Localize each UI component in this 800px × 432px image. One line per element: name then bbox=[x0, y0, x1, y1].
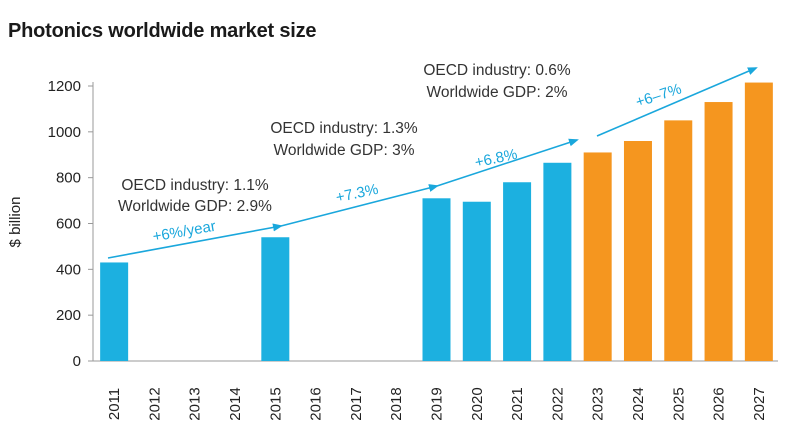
y-tick-label: 0 bbox=[73, 353, 81, 370]
growth-arrow-3 bbox=[436, 138, 579, 187]
bar-2019 bbox=[422, 198, 451, 361]
bar-2011 bbox=[100, 262, 129, 361]
x-tick-label: 2024 bbox=[630, 387, 647, 420]
y-tick-label: 200 bbox=[56, 307, 81, 324]
bar-2023 bbox=[583, 152, 612, 361]
y-tick-label: 1200 bbox=[48, 78, 81, 95]
note-2-line-1: OECD industry: 1.3% bbox=[270, 120, 418, 137]
y-tick-label: 800 bbox=[56, 170, 81, 187]
y-axis-label: $ billion bbox=[7, 197, 24, 248]
note-3-line-1: OECD industry: 0.6% bbox=[423, 62, 571, 79]
note-1-line-1: OECD industry: 1.1% bbox=[121, 177, 269, 194]
x-tick-label: 2023 bbox=[590, 387, 607, 420]
growth-arrow-1 bbox=[107, 223, 283, 259]
growth-label-1: +6%/year bbox=[151, 218, 217, 246]
bar-2021 bbox=[503, 182, 532, 361]
x-tick-label: 2021 bbox=[509, 387, 526, 420]
bar-2015 bbox=[261, 237, 290, 361]
x-tick-label: 2019 bbox=[429, 387, 446, 420]
bar-2022 bbox=[543, 162, 572, 361]
growth-arrows bbox=[107, 67, 758, 259]
x-tick-label: 2020 bbox=[469, 387, 486, 420]
bar-2026 bbox=[704, 102, 733, 362]
growth-label-3: +6.8% bbox=[473, 146, 519, 172]
bar-2025 bbox=[664, 120, 693, 361]
y-tick-label: 600 bbox=[56, 216, 81, 233]
x-tick-label: 2026 bbox=[711, 387, 728, 420]
x-tick-label: 2014 bbox=[227, 387, 244, 420]
annotation-notes: OECD industry: 1.1% Worldwide GDP: 2.9% … bbox=[118, 62, 571, 215]
x-tick-label: 2025 bbox=[670, 387, 687, 420]
y-ticks: 0 200 400 600 800 1000 1200 bbox=[48, 78, 93, 370]
y-tick-label: 400 bbox=[56, 261, 81, 278]
x-tick-label: 2022 bbox=[549, 387, 566, 420]
growth-arrow-2 bbox=[280, 184, 439, 227]
x-tick-label: 2012 bbox=[146, 387, 163, 420]
y-tick-label: 1000 bbox=[48, 124, 81, 141]
x-ticks: 2011 2012 2013 2014 2015 2016 2017 2018 2019 2020… bbox=[106, 387, 768, 420]
x-tick-label: 2013 bbox=[187, 387, 204, 420]
x-tick-label: 2016 bbox=[308, 387, 325, 420]
bars bbox=[100, 82, 773, 362]
growth-label-4: +6–7% bbox=[634, 80, 684, 111]
x-tick-label: 2018 bbox=[388, 387, 405, 420]
x-tick-label: 2027 bbox=[751, 387, 768, 420]
bar-2024 bbox=[623, 141, 652, 361]
x-tick-label: 2011 bbox=[106, 388, 123, 420]
bar-2027 bbox=[744, 82, 773, 361]
x-tick-label: 2015 bbox=[267, 387, 284, 420]
growth-arrow-4 bbox=[596, 67, 758, 137]
note-3-line-2: Worldwide GDP: 2% bbox=[427, 84, 568, 101]
bar-2020 bbox=[462, 201, 491, 361]
note-1-line-2: Worldwide GDP: 2.9% bbox=[118, 198, 272, 215]
x-tick-label: 2017 bbox=[348, 387, 365, 420]
chart-title: Photonics worldwide market size bbox=[8, 20, 317, 42]
note-2-line-2: Worldwide GDP: 3% bbox=[274, 142, 415, 159]
